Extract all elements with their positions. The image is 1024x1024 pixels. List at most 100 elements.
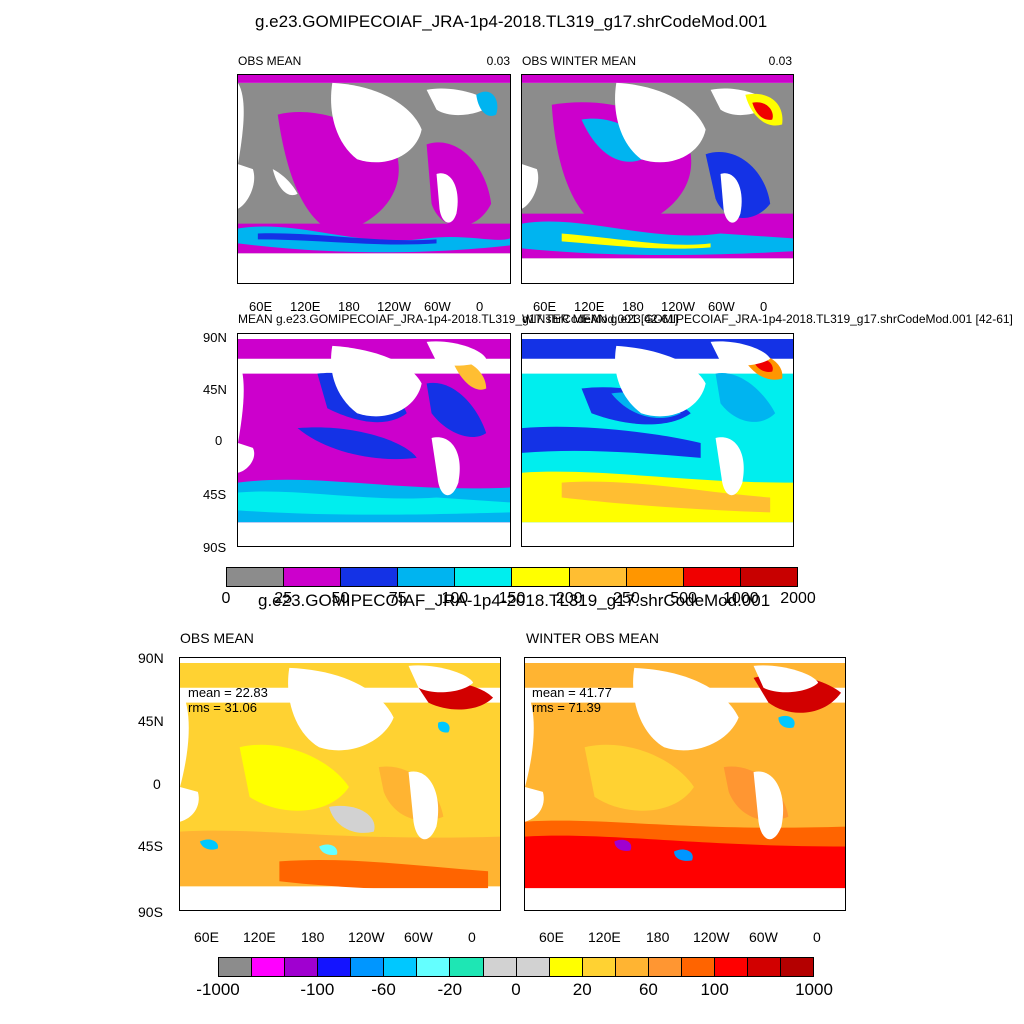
map-panel-diff-winter-obs-mean (524, 657, 846, 911)
colorbar-2-swatch (351, 958, 385, 976)
panel4-title: WINTER MEAN g.e23.GOMIPECOIAF_JRA-1p4-20… (522, 312, 1013, 326)
colorbar-1-swatch (455, 568, 513, 586)
colorbar-2 (218, 957, 814, 977)
colorbar-2-swatch (549, 958, 583, 976)
lat-tick: 45S (138, 838, 163, 854)
map-panel-model-winter-mean (521, 333, 794, 547)
colorbar-2-swatch (417, 958, 451, 976)
colorbar-1-label: 25 (274, 590, 293, 607)
lon-tick: 180 (646, 929, 670, 945)
colorbar-2-label: 100 (700, 980, 729, 999)
lon-tick: 120W (661, 299, 695, 314)
figure1-title: g.e23.GOMIPECOIAF_JRA-1p4-2018.TL319_g17… (255, 12, 768, 31)
colorbar-1-swatch (683, 568, 741, 586)
lon-tick: 180 (338, 299, 360, 314)
colorbar-2-swatch (450, 958, 484, 976)
lat-tick: 45N (203, 382, 227, 397)
lon-tick: 120W (693, 929, 730, 945)
colorbar-1-label: 150 (498, 590, 526, 607)
lon-tick: 60E (194, 929, 219, 945)
lat-tick: 90N (203, 330, 227, 345)
figure2-title: g.e23.GOMIPECOIAF_JRA-1p4-2018.TL319_g17… (258, 591, 771, 610)
colorbar-1-swatch (740, 568, 797, 586)
panel2-title: OBS WINTER MEAN (522, 54, 637, 68)
map-panel-diff-obs-mean (179, 657, 501, 911)
colorbar-2-swatch (252, 958, 286, 976)
panel5-title: OBS MEAN (180, 630, 254, 646)
lon-tick: 60E (539, 929, 564, 945)
colorbar-1-label: 75 (388, 590, 407, 607)
colorbar-2-label: -60 (371, 980, 396, 999)
lon-tick: 120W (377, 299, 411, 314)
lat-tick: 90S (138, 904, 163, 920)
colorbar-1 (226, 567, 798, 587)
colorbar-2-label: 0 (511, 980, 521, 999)
lat-tick: 45N (138, 713, 164, 729)
colorbar-2-label: -100 (300, 980, 335, 999)
colorbar-1-label: 0 (221, 590, 231, 607)
lon-tick: 180 (301, 929, 325, 945)
colorbar-1-label: 500 (670, 590, 697, 607)
lon-tick: 0 (760, 299, 768, 314)
lon-tick: 120E (574, 299, 605, 314)
colorbar-2-swatch (748, 958, 782, 976)
lon-tick: 60E (249, 299, 273, 314)
lon-tick: 60W (404, 929, 433, 945)
colorbar-2-swatch (318, 958, 352, 976)
colorbar-1-label: 1000 (723, 590, 759, 607)
lon-tick: 60W (424, 299, 451, 314)
colorbar-1-swatch (569, 568, 627, 586)
colorbar-2-swatch (582, 958, 616, 976)
panel5-rms: rms = 31.06 (188, 700, 258, 715)
panel6-mean: mean = 41.77 (532, 685, 612, 700)
colorbar-2-swatch (516, 958, 550, 976)
colorbar-2-swatch (219, 958, 253, 976)
colorbar-1-label: 250 (613, 590, 640, 607)
colorbar-1-swatch (626, 568, 684, 586)
panel2-value: 0.03 (768, 54, 792, 68)
colorbar-2-label: -20 (437, 980, 463, 999)
lat-tick: 90N (138, 650, 164, 666)
colorbar-1-swatch (284, 568, 342, 586)
colorbar-1-label: 2000 (780, 590, 816, 607)
lat-tick: 0 (215, 433, 223, 448)
lat-tick: 90S (203, 540, 227, 555)
colorbar-1-label: 50 (331, 590, 350, 607)
lon-tick: 60E (533, 299, 557, 314)
colorbar-1-label: 100 (441, 590, 469, 607)
colorbar-1-swatch (227, 568, 285, 586)
colorbar-2-swatch (483, 958, 517, 976)
panel3-title: MEAN g.e23.GOMIPECOIAF_JRA-1p4-2018.TL31… (238, 312, 679, 326)
lon-tick: 120E (290, 299, 321, 314)
colorbar-2-label: 20 (572, 980, 592, 999)
lon-tick: 60W (708, 299, 735, 314)
colorbar-2-label: -1000 (196, 980, 240, 999)
colorbar-2-swatch (714, 958, 748, 976)
lon-tick: 120W (348, 929, 385, 945)
colorbar-1-swatch (341, 568, 399, 586)
colorbar-1-swatch (398, 568, 456, 586)
colorbar-1-swatch (512, 568, 570, 586)
colorbar-2-swatch (781, 958, 814, 976)
colorbar-2-swatch (285, 958, 319, 976)
panel6-title: WINTER OBS MEAN (526, 630, 660, 646)
map-panel-model-mean (237, 333, 511, 547)
lon-tick: 180 (622, 299, 644, 314)
lat-tick: 45S (203, 487, 227, 502)
lon-tick: 0 (813, 929, 821, 945)
lon-tick: 0 (476, 299, 484, 314)
colorbar-2-swatch (648, 958, 682, 976)
map-panel-obs-mean (237, 74, 511, 284)
colorbar-2-swatch (615, 958, 649, 976)
lon-tick: 120E (243, 929, 276, 945)
colorbar-2-label: 60 (638, 980, 658, 999)
colorbar-2-swatch (681, 958, 715, 976)
colorbar-1-label: 200 (555, 590, 583, 607)
colorbar-2-label: 1000 (795, 980, 833, 999)
lon-tick: 120E (588, 929, 621, 945)
lon-tick: 60W (749, 929, 778, 945)
map-panel-obs-winter-mean (521, 74, 794, 284)
panel6-rms: rms = 71.39 (532, 700, 602, 715)
panel5-mean: mean = 22.83 (188, 685, 268, 700)
colorbar-2-swatch (384, 958, 418, 976)
